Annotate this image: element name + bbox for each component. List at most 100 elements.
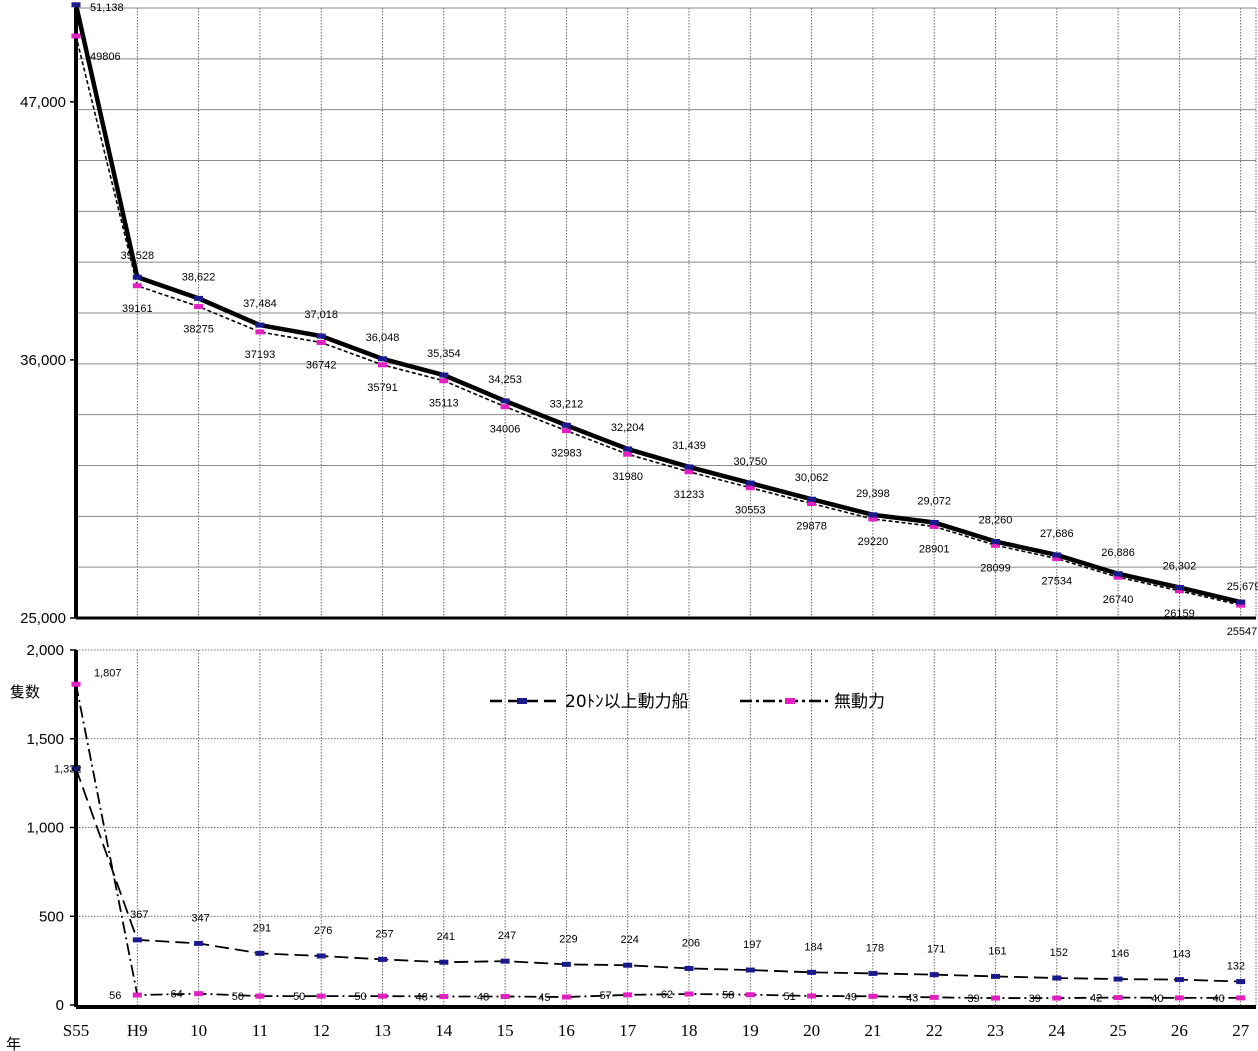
top-series-2-line [75, 35, 1241, 606]
top-series-2-marker [1113, 574, 1123, 580]
x-tick-label: 26 [1171, 1021, 1188, 1040]
x-axis-unit-label: 年 [6, 1035, 21, 1051]
top-series-1-data-label: 32,204 [611, 422, 645, 434]
top-series-2-marker [255, 329, 265, 335]
top-series-2-data-label: 26740 [1103, 594, 1134, 606]
top-series-1-data-label: 33,212 [550, 398, 584, 410]
legend-marker-unpowered [785, 698, 795, 704]
bottom-series-unpowered-marker [561, 994, 571, 1000]
top-series-2-marker [316, 340, 326, 346]
x-tick-label: 18 [681, 1021, 698, 1040]
bottom-series-motor-marker [255, 950, 265, 956]
legend-label-unpowered: 無動力 [834, 692, 885, 712]
top-series-2-marker [623, 451, 633, 457]
bottom-y-tick-label: 1,500 [26, 731, 64, 748]
upper-panel: 25,000 36,000 47,000 49806 39161 38275 37193 36… [20, 2, 1258, 638]
top-series-2-marker [71, 33, 81, 39]
top-series-2-data-label: 31233 [674, 489, 705, 501]
bottom-y-tick-label: 2,000 [26, 642, 64, 659]
bottom-series-motor-marker [991, 973, 1000, 979]
bottom-y-tick-label: 500 [39, 908, 64, 925]
top-series-2-marker [1174, 588, 1184, 594]
bottom-series-unpowered-data-label: 40 [1151, 993, 1163, 1005]
top-series-2-marker [1052, 556, 1062, 562]
bottom-series-unpowered-data-label: 58 [722, 990, 734, 1002]
bottom-series-motor-data-label: 178 [866, 942, 884, 954]
bottom-series-unpowered-data-label: 56 [109, 990, 121, 1002]
top-series-1-data-label: 36,048 [366, 332, 400, 344]
bottom-series-motor-marker [316, 953, 326, 959]
top-series-2-marker [991, 542, 1000, 548]
top-series-1-marker [439, 372, 449, 378]
bottom-series-unpowered-data-label: 62 [661, 989, 673, 1001]
bottom-series-motor-marker [929, 972, 939, 978]
bottom-series-unpowered-marker [194, 991, 204, 997]
bottom-series-unpowered-data-label: 64 [170, 989, 182, 1001]
x-tick-label: 27 [1232, 1021, 1250, 1040]
bottom-series-motor-data-label: 143 [1172, 949, 1190, 961]
bottom-y-tick-label: 0 [56, 997, 64, 1014]
top-series-1-marker [1052, 552, 1062, 558]
top-series-1-data-label: 26,886 [1101, 547, 1135, 559]
bottom-series-unpowered-data-label: 48 [416, 991, 428, 1003]
top-series-2-marker [132, 283, 142, 289]
top-series-1-marker [1236, 599, 1246, 605]
top-series-2-data-label: 28099 [980, 562, 1011, 574]
top-series-1-marker [684, 464, 694, 470]
top-series-1-data-label: 31,439 [672, 440, 706, 452]
bottom-series-motor-marker [807, 969, 817, 975]
top-series-1-data-label: 34,253 [488, 374, 522, 386]
top-series-2-marker [500, 404, 510, 410]
top-series-2-marker [868, 516, 878, 522]
x-tick-label: 20 [803, 1021, 820, 1040]
x-tick-label: 14 [435, 1021, 453, 1040]
bottom-series-unpowered-marker [71, 681, 81, 687]
x-tick-label: 25 [1110, 1021, 1127, 1040]
top-series-1-data-label: 37,484 [243, 298, 277, 310]
bottom-series-motor-data-label: 197 [743, 939, 761, 951]
x-tick-label: 10 [190, 1021, 207, 1040]
top-series-2-marker [194, 304, 204, 310]
top-series-1-marker [71, 2, 81, 8]
bottom-series-unpowered-data-label: 1,807 [94, 667, 122, 679]
bottom-series-unpowered-marker [623, 992, 633, 998]
top-series-1-data-label: 30,750 [733, 456, 767, 468]
top-series-1-data-label: 29,072 [917, 495, 951, 507]
x-tick-label: 22 [926, 1021, 943, 1040]
bottom-series-motor-marker [194, 940, 204, 946]
bottom-series-unpowered-data-label: 50 [293, 991, 305, 1003]
bottom-series-unpowered-marker [991, 995, 1000, 1001]
bottom-series-motor-data-label: 247 [498, 930, 516, 942]
y-axis-unit-label: 隻数 [10, 683, 40, 701]
bottom-series-unpowered-marker [1236, 995, 1246, 1001]
bottom-series-motor-data-label: 276 [314, 925, 332, 937]
top-series-1-marker [316, 333, 326, 339]
x-tick-label: S55 [63, 1021, 89, 1040]
top-y-tick-label: 25,000 [20, 610, 66, 627]
top-series-2-marker [807, 501, 817, 507]
bottom-series-unpowered-data-label: 50 [354, 991, 366, 1003]
bottom-series-unpowered-marker [929, 994, 939, 1000]
bottom-series-motor-marker [623, 962, 633, 968]
bottom-series-unpowered-marker [316, 993, 326, 999]
top-series-1-marker [1113, 571, 1123, 577]
bottom-y-tick-label: 1,000 [26, 820, 64, 837]
top-series-2-data-label: 34006 [490, 424, 521, 436]
top-series-1-data-label: 30,062 [795, 472, 829, 484]
bottom-series-unpowered-marker [1174, 995, 1184, 1001]
top-series-1-data-label: 26,302 [1163, 560, 1197, 572]
bottom-series-motor-data-label: 224 [621, 934, 639, 946]
top-series-2-data-label: 36742 [306, 360, 337, 372]
bottom-series-motor-marker [1236, 979, 1246, 985]
top-y-tick-label: 47,000 [20, 94, 66, 111]
bottom-series-motor-data-label: 257 [375, 928, 393, 940]
top-series-2-data-label: 49806 [90, 51, 121, 63]
bottom-series-unpowered-marker [1052, 995, 1062, 1001]
bottom-series-unpowered-data-label: 43 [906, 992, 918, 1004]
bottom-series-motor-data-label: 152 [1050, 947, 1068, 959]
bottom-series-motor-data-label: 132 [1227, 961, 1245, 973]
top-y-tick-label: 36,000 [20, 352, 66, 369]
top-series-2-data-label: 31980 [612, 471, 643, 483]
x-tick-label: 21 [864, 1021, 881, 1040]
top-series-2-data-label: 37193 [245, 349, 276, 361]
